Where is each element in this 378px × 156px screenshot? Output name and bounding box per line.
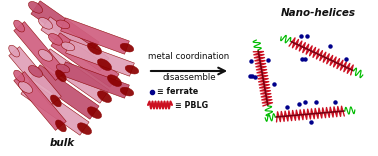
Ellipse shape [48, 34, 62, 45]
Polygon shape [66, 40, 134, 76]
Ellipse shape [19, 82, 33, 93]
Text: ≡ ferrate: ≡ ferrate [157, 88, 198, 97]
Ellipse shape [14, 20, 25, 32]
Ellipse shape [9, 45, 20, 57]
Ellipse shape [98, 59, 112, 71]
Ellipse shape [125, 65, 139, 74]
Text: Nano-helices: Nano-helices [280, 8, 355, 18]
Polygon shape [31, 65, 99, 119]
Ellipse shape [56, 70, 66, 82]
Polygon shape [31, 1, 99, 55]
Ellipse shape [87, 107, 102, 119]
Ellipse shape [28, 66, 43, 77]
Ellipse shape [39, 17, 53, 29]
Text: metal coordination: metal coordination [149, 52, 229, 61]
Polygon shape [21, 81, 89, 135]
Polygon shape [60, 62, 129, 98]
Ellipse shape [120, 43, 134, 52]
Polygon shape [9, 47, 61, 105]
Ellipse shape [39, 49, 53, 61]
Text: disassemble: disassemble [162, 73, 216, 82]
Text: ≡ PBLG: ≡ PBLG [175, 100, 208, 110]
Ellipse shape [120, 87, 134, 96]
Ellipse shape [28, 2, 43, 13]
Polygon shape [60, 18, 129, 54]
Ellipse shape [77, 123, 91, 134]
Text: bulk: bulk [50, 138, 74, 148]
Ellipse shape [14, 70, 25, 82]
Ellipse shape [51, 95, 61, 107]
Polygon shape [14, 72, 66, 130]
Ellipse shape [56, 64, 70, 73]
Ellipse shape [87, 43, 102, 54]
Ellipse shape [98, 91, 112, 102]
Polygon shape [41, 17, 109, 71]
Ellipse shape [56, 20, 70, 29]
Ellipse shape [107, 75, 121, 86]
Ellipse shape [56, 120, 66, 132]
Polygon shape [41, 49, 109, 103]
Ellipse shape [61, 42, 75, 51]
Polygon shape [14, 22, 66, 80]
Polygon shape [51, 33, 119, 87]
